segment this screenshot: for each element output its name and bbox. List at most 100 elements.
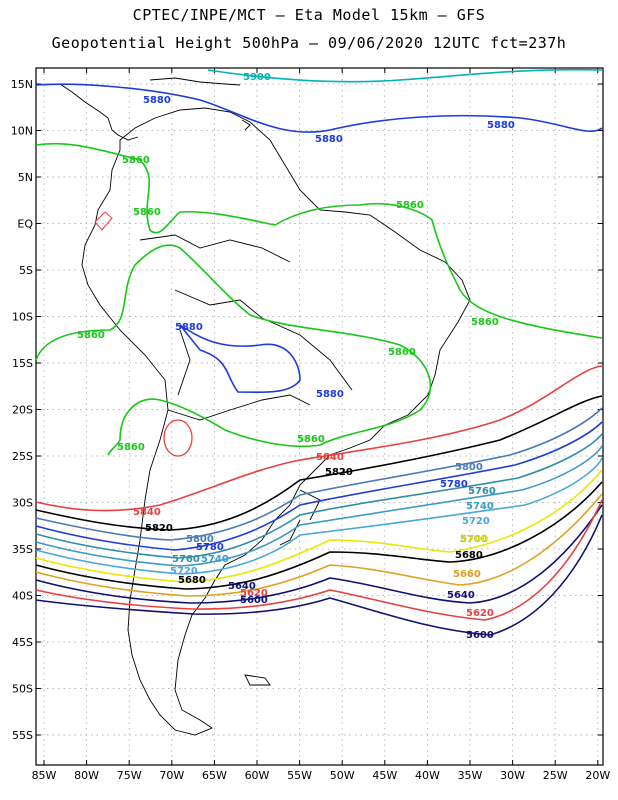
- lon-label: 75W: [117, 769, 142, 782]
- lon-label: 20W: [585, 769, 610, 782]
- label-5780-b: 5780: [196, 542, 224, 553]
- longitude-labels: 85W 80W 75W 70W 65W 60W 55W 50W 45W 40W 35W 30W 25W 2…: [32, 769, 611, 782]
- label-5700: 5700: [460, 534, 488, 545]
- label-5740-a: 5740: [466, 501, 494, 512]
- contour-labels: 5900 5880 5880 5880 5880 5880 5860 5860 …: [77, 72, 515, 641]
- contour-5800: [35, 407, 603, 541]
- lat-label: 30S: [12, 497, 33, 510]
- label-5900: 5900: [243, 72, 271, 83]
- lat-label: 5N: [18, 171, 33, 184]
- contour-lines: [35, 68, 603, 636]
- contour-5840-closed-small: [94, 211, 113, 231]
- lat-label: 10S: [12, 311, 33, 324]
- latitude-labels: 15N 10N 5N EQ 5S 10S 15S 20S 25S 30S 35S 40S 45S 50S 5…: [11, 78, 34, 742]
- label-5880-c: 5880: [487, 120, 515, 131]
- lon-label: 50W: [330, 769, 355, 782]
- contour-5900: [207, 68, 603, 83]
- label-5640-a: 5640: [447, 590, 475, 601]
- map-frame: [35, 67, 604, 766]
- label-5860-a: 5860: [122, 155, 150, 166]
- label-5600-a: 5600: [240, 595, 268, 606]
- lat-label: 35S: [12, 543, 33, 556]
- lon-label: 65W: [202, 769, 227, 782]
- label-5760-b: 5760: [172, 554, 200, 565]
- contour-5840-closed: [163, 419, 193, 457]
- label-5860-b: 5860: [133, 207, 161, 218]
- label-5800-b: 5800: [186, 534, 214, 545]
- lon-label: 45W: [372, 769, 397, 782]
- contour-5860-south: [35, 244, 432, 456]
- lat-label: 5S: [19, 264, 33, 277]
- label-5840-a: 5840: [316, 452, 344, 463]
- lat-label: 45S: [12, 636, 33, 649]
- contour-5600: [35, 514, 603, 636]
- lon-label: 80W: [74, 769, 99, 782]
- label-5740-b: 5740: [201, 554, 229, 565]
- label-5860-c: 5860: [396, 200, 424, 211]
- label-5860-d: 5860: [471, 317, 499, 328]
- contour-5620: [35, 499, 603, 621]
- lat-label: 10N: [11, 125, 33, 138]
- caribbean-islands: [149, 77, 241, 86]
- label-5880-a: 5880: [143, 95, 171, 106]
- label-5860-f: 5860: [77, 330, 105, 341]
- lon-label: 40W: [415, 769, 440, 782]
- map-title-line-1: CPTEC/INPE/MCT – Eta Model 15km – GFS: [132, 6, 486, 24]
- contour-5880-south: [179, 324, 301, 394]
- lat-label: 20S: [12, 404, 33, 417]
- label-5720-a: 5720: [462, 516, 490, 527]
- lat-label: 15N: [11, 78, 33, 91]
- contour-5780: [35, 421, 603, 551]
- lon-label: 30W: [500, 769, 525, 782]
- lon-label: 55W: [287, 769, 312, 782]
- contour-5720: [35, 457, 603, 575]
- lat-label: 50S: [12, 683, 33, 696]
- lat-label: 55S: [12, 729, 33, 742]
- label-5800-a: 5800: [455, 462, 483, 473]
- contour-5880-north: [35, 83, 603, 133]
- contour-5660: [35, 493, 603, 597]
- south-america-coast: [81, 107, 471, 736]
- lesser-antilles: [241, 119, 251, 131]
- contour-5820: [35, 395, 603, 531]
- label-5680-b: 5680: [178, 575, 206, 586]
- label-5760-a: 5760: [468, 486, 496, 497]
- lon-label: 70W: [159, 769, 184, 782]
- label-5860-e: 5860: [388, 347, 416, 358]
- lat-label: 15S: [12, 357, 33, 370]
- label-5620-a: 5620: [466, 608, 494, 619]
- lat-label: 25S: [12, 450, 33, 463]
- label-5880-b: 5880: [315, 134, 343, 145]
- contour-5740: [35, 445, 603, 567]
- contour-5840: [35, 365, 603, 512]
- border-argentina: [167, 394, 311, 421]
- contour-5860-north: [35, 142, 603, 339]
- map-title-line-2: Geopotential Height 500hPa – 09/06/2020 …: [51, 34, 567, 52]
- lon-label: 25W: [543, 769, 568, 782]
- coastlines: [35, 77, 471, 736]
- lon-label: 85W: [32, 769, 57, 782]
- lat-label: 40S: [12, 590, 33, 603]
- lon-label: 35W: [458, 769, 483, 782]
- label-5860-h: 5860: [297, 434, 325, 445]
- label-5640-b: 5640: [228, 581, 256, 592]
- contour-5760: [35, 433, 603, 559]
- label-5780-a: 5780: [440, 479, 468, 490]
- label-5820-a: 5820: [325, 467, 353, 478]
- grid-lines: [36, 68, 603, 765]
- falkland-islands: [244, 674, 271, 686]
- label-5620-b: 5620: [240, 588, 268, 599]
- label-5880-d: 5880: [175, 322, 203, 333]
- contour-5700: [35, 469, 603, 583]
- label-5720-b: 5720: [170, 566, 198, 577]
- label-5880-e: 5880: [316, 389, 344, 400]
- border-north: [139, 234, 291, 263]
- label-5660: 5660: [453, 569, 481, 580]
- contour-5680: [35, 481, 603, 590]
- label-5820-b: 5820: [145, 523, 173, 534]
- lat-label: EQ: [17, 218, 33, 231]
- lon-label: 60W: [245, 769, 270, 782]
- label-5680-a: 5680: [455, 550, 483, 561]
- border-bolivia-brazil: [174, 289, 353, 391]
- contour-5640: [35, 504, 603, 604]
